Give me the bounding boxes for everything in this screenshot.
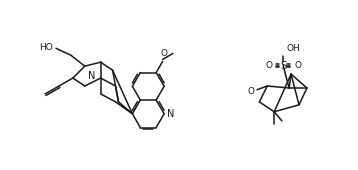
Text: N: N [167,109,174,119]
Text: O: O [294,61,301,70]
Text: HO: HO [39,43,53,52]
Text: O: O [265,61,272,70]
Text: O: O [247,87,254,96]
Text: OH: OH [286,44,300,53]
Text: S: S [280,61,286,71]
Text: N: N [88,71,96,81]
Text: O: O [160,49,167,58]
